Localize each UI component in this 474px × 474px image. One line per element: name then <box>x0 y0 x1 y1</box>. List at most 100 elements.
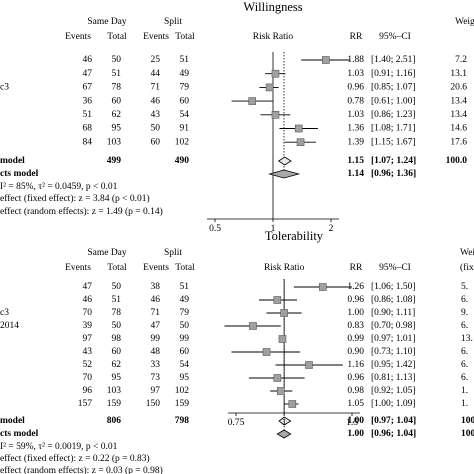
group-header: Split <box>164 248 182 258</box>
count-cell: 159 <box>175 399 190 409</box>
count-cell: 60 <box>112 96 122 106</box>
summary-label: model <box>0 416 25 426</box>
summary-diamond <box>278 416 292 426</box>
column-header: Risk Ratio <box>264 263 305 273</box>
count-cell: 102 <box>175 137 190 147</box>
effect-square <box>305 361 313 369</box>
count-cell: 51 <box>180 282 190 292</box>
ci-cell: [0.90; 1.11] <box>371 308 415 318</box>
summary-label: cts model <box>0 169 39 179</box>
rr-cell: 1.03 <box>347 69 364 79</box>
count-cell: 99 <box>151 334 161 344</box>
count-cell: 48 <box>151 347 161 357</box>
count-cell: 84 <box>83 137 93 147</box>
count-cell: 51 <box>112 69 122 79</box>
column-header: (fixe <box>460 262 474 273</box>
column-header: Risk Ratio <box>253 32 294 42</box>
count-cell: 96 <box>83 386 93 396</box>
rr-cell: 0.96 <box>347 295 364 305</box>
count-cell: 71 <box>151 83 161 93</box>
ci-cell: [0.86; 1.23] <box>371 110 416 120</box>
count-cell: 39 <box>83 321 93 331</box>
rr-cell: 1.00 <box>347 308 364 318</box>
effect-square <box>248 97 257 105</box>
count-cell: 150 <box>146 399 161 409</box>
count-cell: 97 <box>83 334 93 344</box>
summary-label: model <box>0 156 25 166</box>
group-header: Same Day <box>87 248 127 258</box>
count-cell: 79 <box>180 83 190 93</box>
effect-square <box>262 348 271 356</box>
column-header: Weig <box>460 248 474 258</box>
column-header: Total <box>107 32 127 42</box>
count-cell: 79 <box>180 308 190 318</box>
count-cell: 47 <box>83 69 93 79</box>
count-cell: 51 <box>112 295 122 305</box>
summary-rr: 1.00 <box>347 429 364 439</box>
panel-title: Tolerability <box>265 229 324 243</box>
effect-square <box>265 83 274 92</box>
rr-cell: 0.98 <box>347 386 364 396</box>
count-cell: 54 <box>180 360 190 370</box>
rr-cell: 0.99 <box>347 334 364 344</box>
x-tick-label: 1 <box>282 418 287 428</box>
ci-cell: [0.92; 1.05] <box>371 386 416 396</box>
count-cell: 91 <box>180 124 190 134</box>
count-cell: 49 <box>180 295 190 305</box>
count-cell: 47 <box>83 282 93 292</box>
count-cell: 95 <box>112 124 122 134</box>
count-cell: 73 <box>151 373 161 383</box>
weight-cell: 20.6 <box>450 83 467 93</box>
weight-cell: 7.2 <box>455 55 467 65</box>
ci-cell: [1.06; 1.50] <box>371 282 416 292</box>
weight-cell: 6. <box>461 373 468 383</box>
effect-square <box>271 69 280 78</box>
weight-cell: 6. <box>461 347 468 357</box>
count-cell: 47 <box>151 321 161 331</box>
count-cell: 46 <box>151 96 161 106</box>
column-header: 95%–CI <box>379 32 411 42</box>
ci-cell: [0.97; 1.01] <box>371 334 416 344</box>
count-cell: 50 <box>112 55 122 65</box>
rr-cell: 0.83 <box>347 321 364 331</box>
column-header: Events <box>143 263 169 273</box>
count-cell: 159 <box>107 399 122 409</box>
effect-square <box>322 56 330 64</box>
weight-cell: 5. <box>461 282 468 292</box>
weight-cell: 13.4 <box>450 96 467 106</box>
weight-cell: 6. <box>461 321 468 331</box>
column-header: Weigh <box>455 17 474 27</box>
heterogeneity-text: I² = 85%, τ² = 0.0459, p < 0.01 <box>0 182 118 192</box>
count-cell: 44 <box>151 69 161 79</box>
column-header: RR <box>350 263 363 273</box>
count-cell: 103 <box>107 386 122 396</box>
effect-square <box>273 296 282 304</box>
effect-square <box>319 283 327 291</box>
count-cell: 54 <box>180 110 190 120</box>
heterogeneity-text: effect (random effects): z = 1.49 (p = 0… <box>0 206 163 217</box>
rr-cell: 1.16 <box>347 360 364 370</box>
weight-cell: 6. <box>461 295 468 305</box>
heterogeneity-text: effect (fixed effect): z = 3.84 (p < 0.0… <box>0 193 150 204</box>
count-cell: 97 <box>151 386 161 396</box>
count-cell: 43 <box>151 110 161 120</box>
group-header: Split <box>164 17 182 27</box>
count-cell: 46 <box>151 295 161 305</box>
x-tick-label: 2 <box>329 224 334 234</box>
study-label: 2014 <box>0 321 19 331</box>
count-cell: 60 <box>112 347 122 357</box>
rr-cell: 0.78 <box>347 96 364 106</box>
summary-rr: 1.00 <box>347 416 364 426</box>
summary-ci: [0.97; 1.04] <box>371 416 416 426</box>
heterogeneity-text: effect (fixed effect): z = 0.22 (p = 0.8… <box>0 453 150 464</box>
count-cell: 78 <box>112 308 122 318</box>
summary-weight: 100. <box>461 416 474 426</box>
rr-cell: 1.36 <box>347 124 364 134</box>
summary-diamond <box>268 169 301 179</box>
ci-cell: [0.70; 0.98] <box>371 321 416 331</box>
count-cell: 102 <box>175 386 190 396</box>
count-cell: 62 <box>112 110 122 120</box>
ci-cell: [1.40; 2.51] <box>371 55 416 65</box>
summary-diamond <box>277 156 292 166</box>
